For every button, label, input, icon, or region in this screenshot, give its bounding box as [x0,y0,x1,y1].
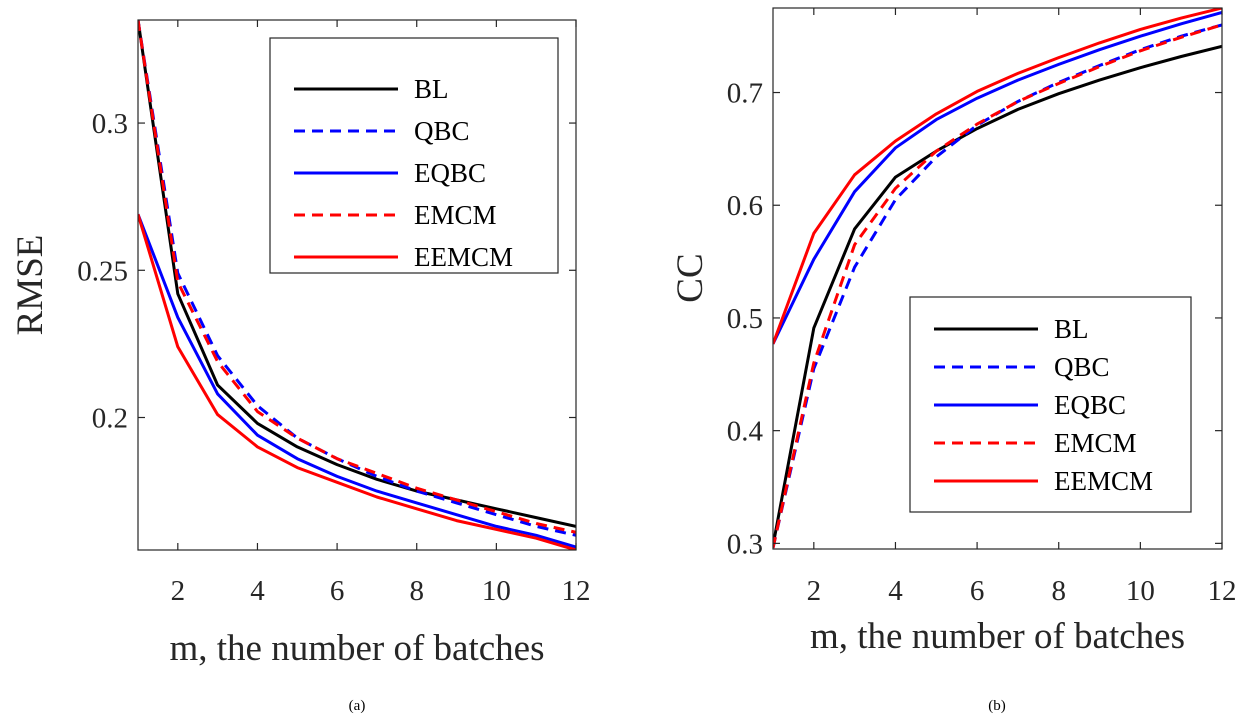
panel-cc: 2 4 6 8 10 12 0.3 0.4 0.5 0.6 0.7 m, the number of … [670,7,1237,714]
series-line-eemcm [773,8,1222,345]
legend: BL QBC EQBC EMCM EEMCM [269,37,559,274]
panel-rmse: 2 4 6 8 10 12 0.2 0.25 0.3 m, the number of batch… [10,19,591,714]
y-tick-label: 0.3 [727,528,763,560]
y-tick-label: 0.25 [77,255,128,287]
legend-label-eemcm: EEMCM [414,242,513,272]
series-line-eemcm [138,213,576,550]
y-axis-label: RMSE [10,235,51,336]
x-tick-label: 10 [482,575,511,607]
x-tick-label: 4 [888,575,903,607]
y-tick-label: 0.7 [727,78,763,110]
legend-label-qbc: QBC [1054,352,1110,382]
panel-caption: (a) [349,698,366,714]
panel-caption: (b) [988,698,1006,714]
series-line-emcm [773,23,1222,549]
series-line-bl [138,20,576,528]
x-tick-label: 10 [1126,575,1155,607]
y-axis-label: CC [670,253,711,302]
axes-box [137,19,577,551]
legend-label-emcm: EMCM [1054,428,1137,458]
x-tick-label: 12 [1208,575,1237,607]
legend-label-bl: BL [1054,314,1089,344]
legend-box [269,37,559,274]
series-group [138,20,576,550]
series-line-eqbc [138,213,576,549]
series-group [773,8,1222,549]
x-axis-label: m, the number of batches [810,616,1185,657]
y-tick-label: 0.4 [727,416,764,448]
legend-label-qbc: QBC [414,116,470,146]
y-tick-label: 0.5 [727,303,763,335]
legend-label-eqbc: EQBC [414,158,486,188]
x-tick-label: 6 [330,575,345,607]
x-tick-label: 6 [970,575,985,607]
x-tick-label: 8 [1051,575,1066,607]
legend-label-emcm: EMCM [414,200,497,230]
series-line-emcm [138,20,576,534]
y-tick-label: 0.3 [92,108,128,140]
x-tick-label: 12 [562,575,591,607]
x-tick-label: 2 [807,575,822,607]
x-tick-label: 4 [250,575,265,607]
series-line-eqbc [773,11,1222,345]
legend-label-eemcm: EEMCM [1054,466,1153,496]
legend: BL QBC EQBC EMCM EEMCM [909,296,1192,513]
y-tick-label: 0.2 [92,403,128,435]
series-line-bl [773,44,1222,546]
y-tick-label: 0.6 [727,190,763,222]
x-tick-label: 8 [409,575,424,607]
x-axis-label: m, the number of batches [169,628,544,669]
legend-label-bl: BL [414,74,449,104]
x-tick-label: 2 [171,575,186,607]
axes-box [772,7,1223,550]
legend-label-eqbc: EQBC [1054,390,1126,420]
